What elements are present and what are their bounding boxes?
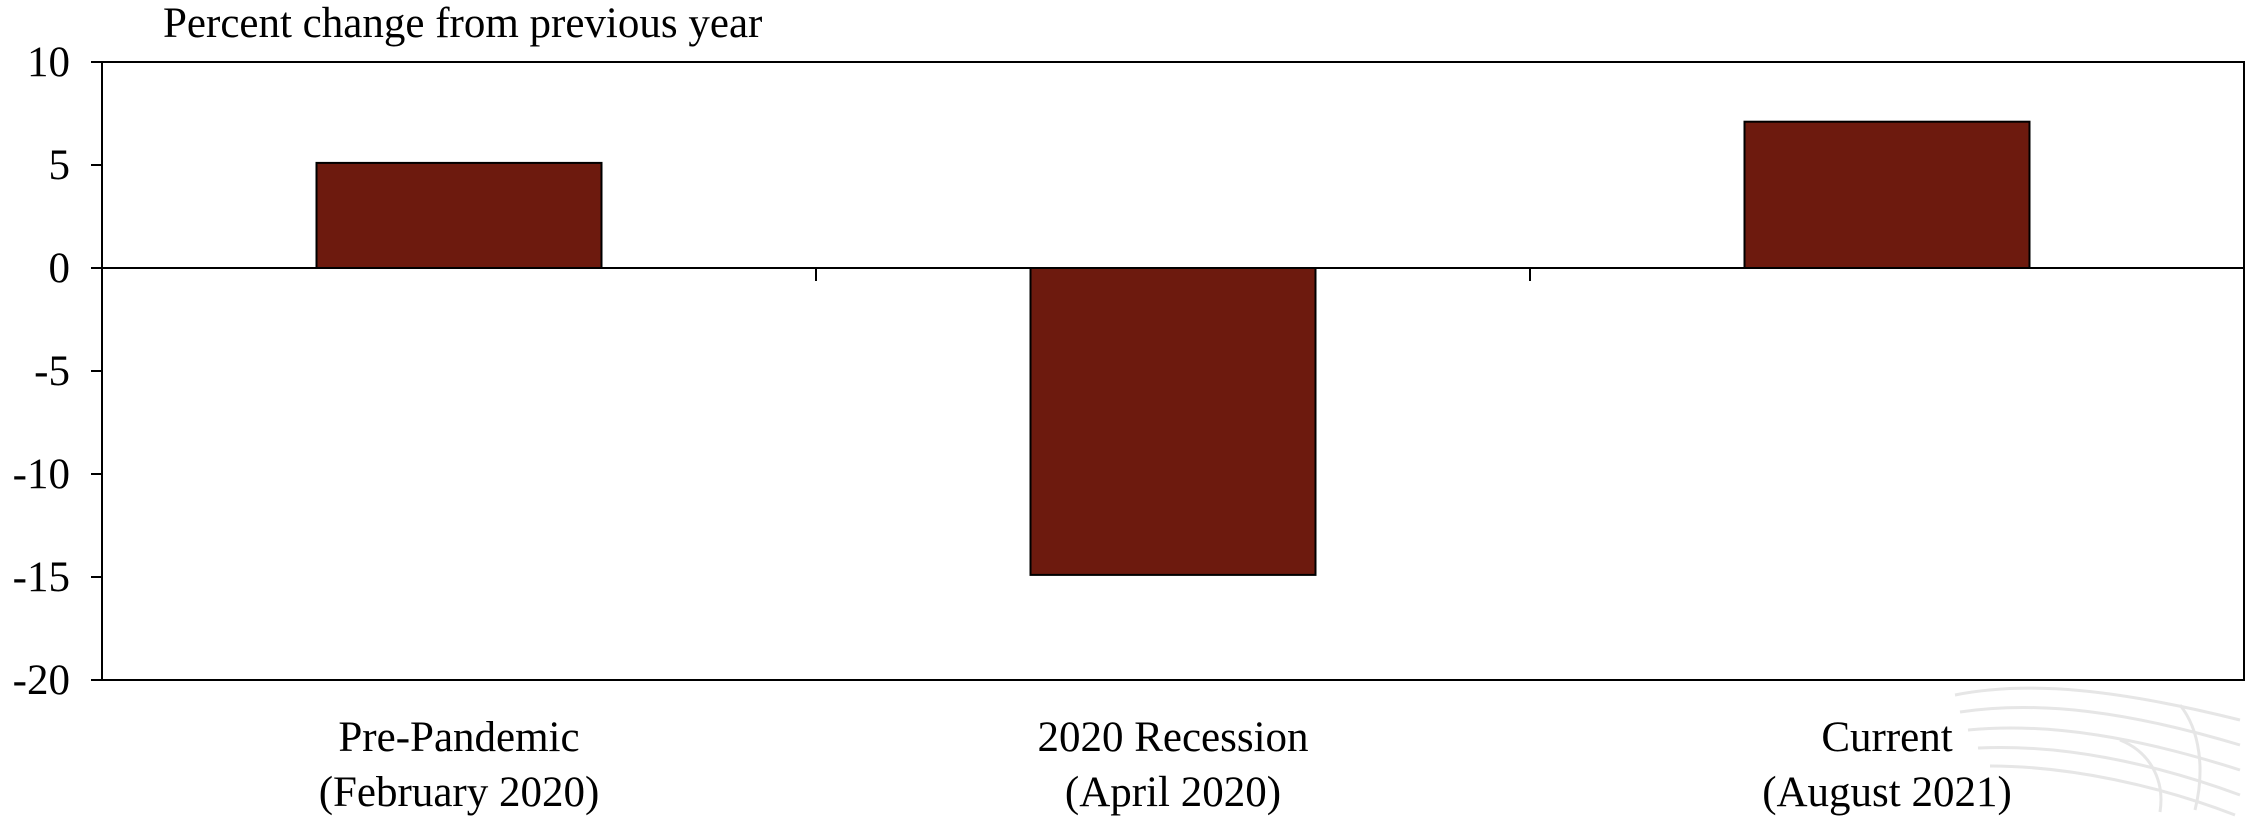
x-category-label: Current — [1821, 714, 1952, 761]
y-tick-label: -5 — [34, 348, 70, 395]
bars — [315, 120, 2031, 576]
x-category-label: (August 2021) — [1762, 769, 2012, 816]
y-tick-label: 5 — [49, 142, 71, 189]
y-tick-label: -10 — [13, 451, 70, 498]
watermark-stroke — [1989, 764, 2236, 817]
y-axis-title: Percent change from previous year — [163, 0, 762, 47]
x-category-label: (April 2020) — [1065, 769, 1281, 816]
watermark-stroke — [2119, 738, 2163, 813]
watermark-stroke — [1954, 686, 2241, 722]
y-tick-label: -15 — [13, 554, 70, 601]
y-tick-label: 0 — [49, 245, 71, 292]
axes — [91, 61, 2244, 681]
watermark-stroke — [2178, 704, 2202, 811]
tick-labels: 10 5 0 -5 -10 -15 -20 Pre-Pandemic (February 202… — [13, 39, 2012, 816]
y-tick-label: -20 — [13, 657, 70, 704]
bar-2 — [1743, 120, 2031, 269]
eagle-feather-logo-icon — [1954, 686, 2241, 817]
bar-1 — [1029, 267, 1317, 576]
bar-0 — [315, 161, 603, 269]
x-category-label: 2020 Recession — [1037, 714, 1308, 761]
watermark-stroke — [1959, 705, 2241, 747]
watermark-stroke — [1977, 745, 2241, 797]
x-category-label: (February 2020) — [319, 769, 600, 816]
y-tick-label: 10 — [27, 39, 70, 86]
x-category-label: Pre-Pandemic — [338, 714, 579, 761]
watermark-stroke — [1967, 726, 2241, 772]
